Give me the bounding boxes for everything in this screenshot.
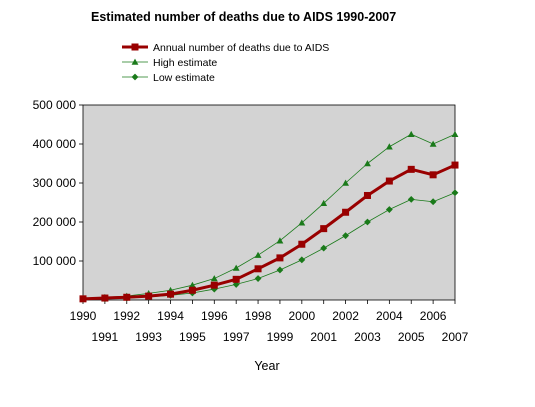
data-point [167,290,175,298]
data-point [320,225,328,233]
x-tick-label: 1999 [267,330,294,344]
series-markers [79,130,459,303]
data-point [342,208,350,216]
data-point [407,130,415,137]
data-point [429,198,437,206]
data-point [298,256,306,264]
x-tick-label: 2001 [310,330,337,344]
data-point [363,191,371,199]
data-point [451,130,459,137]
data-point [79,295,87,303]
series-line [82,163,456,301]
legend-marker [131,43,139,51]
y-tick-label: 300 000 [33,176,77,190]
data-point [364,218,371,226]
x-tick-label: 1995 [179,330,206,344]
y-tick-label: 500 000 [33,98,77,112]
x-tick-label: 1993 [135,330,162,344]
data-point [145,292,153,300]
data-point [276,254,284,262]
legend: Annual number of deaths due to AIDS High … [122,42,329,84]
data-point [320,244,328,252]
y-tick-label: 200 000 [33,215,77,229]
data-point [429,140,437,147]
x-tick-label: 1991 [92,330,119,344]
chart-title: Estimated number of deaths due to AIDS 1… [91,10,396,24]
data-point [364,160,371,167]
data-point [451,189,459,197]
data-point [232,264,240,271]
data-point [276,266,284,274]
x-tick-label: 1990 [70,309,97,323]
data-point [407,195,415,203]
data-point [101,294,109,302]
legend-label: Low estimate [153,72,215,84]
data-point [188,281,196,288]
x-tick-label: 1996 [201,309,228,323]
legend-marker [131,73,139,81]
data-point [298,219,306,226]
data-point [385,143,393,150]
data-point [407,165,415,173]
series-lines [82,133,456,301]
plot-area [82,104,456,301]
y-axis: 100 000 200 000 300 000 400 000 500 000 [33,98,83,268]
data-point [320,199,328,207]
x-tick-label: 2004 [376,309,403,323]
x-tick-label: 1997 [223,330,250,344]
x-tick-label: 2006 [420,309,447,323]
data-point [385,206,393,213]
data-point [298,240,306,248]
data-point [210,281,218,289]
x-tick-label: 2005 [398,330,425,344]
x-tick-label: 1992 [113,309,140,323]
x-axis-title: Year [254,359,279,373]
data-point [254,275,262,282]
x-tick-label: 2003 [354,330,381,344]
data-point [254,251,262,258]
data-point [232,280,240,288]
data-point [385,177,393,185]
legend-label: High estimate [153,57,217,69]
x-tick-label: 2000 [288,309,315,323]
data-point [123,293,131,301]
data-point [429,171,437,179]
y-tick-label: 400 000 [33,137,77,151]
x-tick-label: 2007 [442,330,469,344]
data-point [342,232,350,240]
legend-label: Annual number of deaths due to AIDS [153,42,329,54]
data-point [210,285,218,293]
data-point [276,237,284,244]
x-tick-label: 2002 [332,309,359,323]
data-point [232,275,240,283]
data-point [254,265,262,273]
y-tick-label: 100 000 [33,254,77,268]
x-tick-label: 1998 [245,309,272,323]
series-line [82,133,456,299]
data-point [188,286,196,294]
x-axis: 1990 1991 1992 1993 1994 1995 1996 1997 1998 1999… [70,300,469,344]
x-tick-label: 1994 [157,309,184,323]
data-point [451,161,459,169]
data-point [342,179,350,186]
data-point [210,275,218,282]
legend-marker [131,58,139,65]
